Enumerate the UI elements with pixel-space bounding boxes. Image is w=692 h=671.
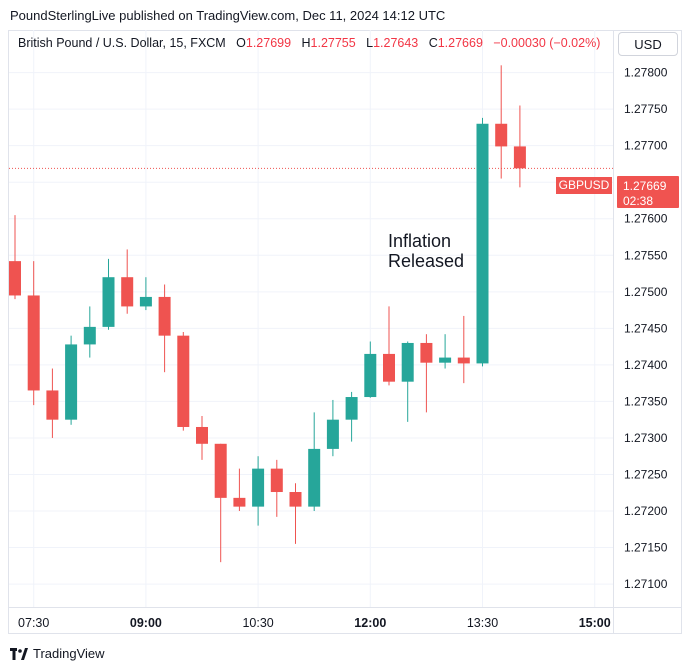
candle-body — [102, 277, 115, 327]
candle-body — [196, 426, 208, 444]
candle-body — [439, 357, 452, 363]
price-tick-label: 1.27400 — [624, 358, 668, 372]
footer: TradingView — [10, 646, 105, 661]
annotation-line-2: Released — [388, 251, 465, 271]
currency-button[interactable]: USD — [618, 32, 678, 56]
candle-body — [270, 468, 283, 493]
price-tick-label: 1.27150 — [624, 541, 668, 555]
candle-body — [495, 123, 508, 147]
candle-body — [214, 443, 227, 498]
legend-low-value: 1.27643 — [373, 36, 419, 50]
candle-body — [252, 468, 265, 507]
symbol-price-tag: GBPUSD — [556, 177, 612, 194]
price-tick-label: 1.27300 — [624, 431, 668, 445]
candle-body — [233, 497, 246, 507]
time-tick-label: 12:00 — [354, 616, 386, 630]
candle-body — [83, 326, 96, 345]
price-tick-label: 1.27700 — [624, 139, 668, 153]
candle-body — [401, 342, 414, 382]
candle-body — [9, 261, 21, 296]
candle-body — [364, 353, 377, 398]
price-tick-label: 1.27250 — [624, 467, 668, 481]
price-tick-label: 1.27100 — [624, 577, 668, 591]
inflation-annotation: Inflation Released — [388, 231, 464, 271]
symbol-legend: British Pound / U.S. Dollar, 15, FXCM O1… — [18, 36, 600, 50]
price-tick-label: 1.27350 — [624, 394, 668, 408]
price-tick-label: 1.27550 — [624, 248, 668, 262]
chart-frame — [8, 30, 682, 634]
price-tick-label: 1.27200 — [624, 504, 668, 518]
candle-body — [383, 353, 395, 382]
last-price-value: 1.27669 — [623, 179, 667, 193]
time-tick-label: 10:30 — [242, 616, 273, 630]
candle-body — [345, 397, 358, 420]
legend-high-value: 1.27755 — [310, 36, 356, 50]
last-price-tag: 1.27669 02:38 — [617, 176, 679, 208]
attribution-text: PoundSterlingLive published on TradingVi… — [10, 8, 446, 23]
candle-body — [177, 335, 190, 427]
candle-body — [289, 492, 302, 507]
candle-body — [308, 448, 321, 507]
annotation-line-1: Inflation — [388, 231, 452, 251]
candle-body — [65, 344, 78, 420]
legend-change: −0.00030 (−0.02%) — [493, 36, 601, 50]
candle-body — [27, 295, 40, 391]
candle-body — [457, 357, 470, 364]
footer-brand: TradingView — [33, 646, 105, 661]
candle-body — [420, 342, 433, 363]
legend-close-value: 1.27669 — [437, 36, 483, 50]
candle-body — [513, 146, 526, 169]
price-tick-label: 1.27600 — [624, 212, 668, 226]
legend-open-label: O — [236, 36, 246, 50]
price-tick-label: 1.27800 — [624, 66, 668, 80]
candle-body — [326, 419, 339, 449]
bar-countdown: 02:38 — [623, 194, 654, 208]
time-tick-label: 13:30 — [467, 616, 498, 630]
legend-open-value: 1.27699 — [245, 36, 292, 50]
time-tick-label: 07:30 — [18, 616, 49, 630]
price-tick-label: 1.27450 — [624, 321, 668, 335]
price-tick-label: 1.27750 — [624, 102, 668, 116]
time-tick-label: 09:00 — [130, 616, 162, 630]
candle-body — [476, 123, 489, 364]
legend-title: British Pound / U.S. Dollar, 15, FXCM — [18, 36, 226, 50]
candle-body — [158, 296, 171, 336]
candle-body — [121, 277, 134, 307]
legend-high-label: H — [301, 36, 311, 50]
legend-close-label: C — [428, 36, 438, 50]
tradingview-logo-icon — [10, 647, 28, 660]
candle-body — [46, 390, 59, 420]
price-tick-label: 1.27500 — [624, 285, 668, 299]
legend-low-label: L — [366, 36, 374, 50]
candle-body — [139, 296, 152, 307]
time-tick-label: 15:00 — [579, 616, 611, 630]
